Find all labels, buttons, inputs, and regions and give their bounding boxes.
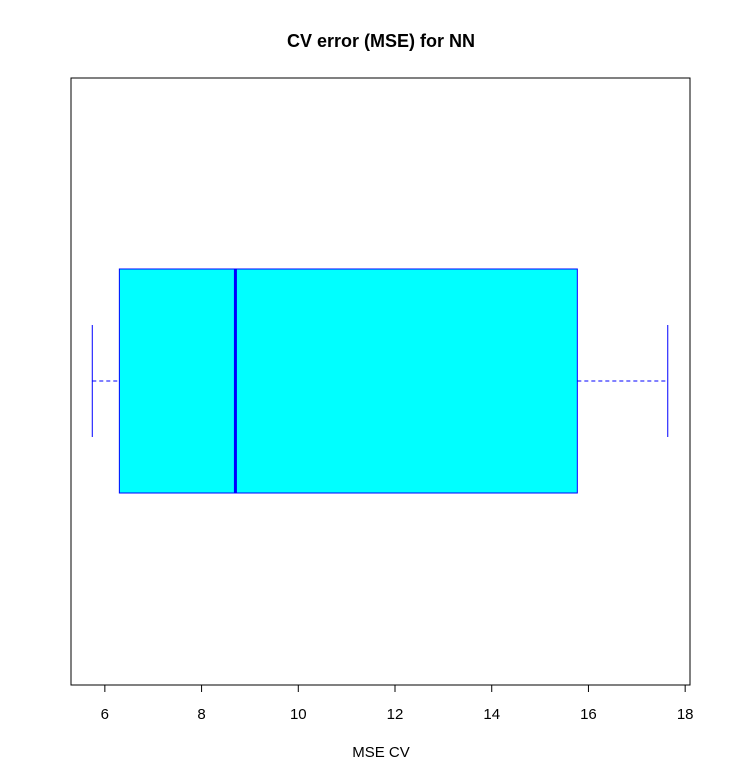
x-tick-label: 18: [677, 706, 694, 723]
x-tick-label: 10: [290, 706, 307, 723]
x-axis: 6 8 10 12 14 16 18: [101, 684, 694, 723]
x-tick-label: 16: [580, 706, 597, 723]
x-tick-label: 14: [483, 706, 500, 723]
x-tick-label: 6: [101, 706, 109, 723]
x-tick-label: 12: [387, 706, 404, 723]
x-axis-label: MSE CV: [352, 744, 410, 761]
boxplot-series: [91, 268, 669, 494]
iqr-box: [118, 268, 578, 494]
chart-title: CV error (MSE) for NN: [287, 31, 475, 51]
x-tick-label: 8: [197, 706, 205, 723]
